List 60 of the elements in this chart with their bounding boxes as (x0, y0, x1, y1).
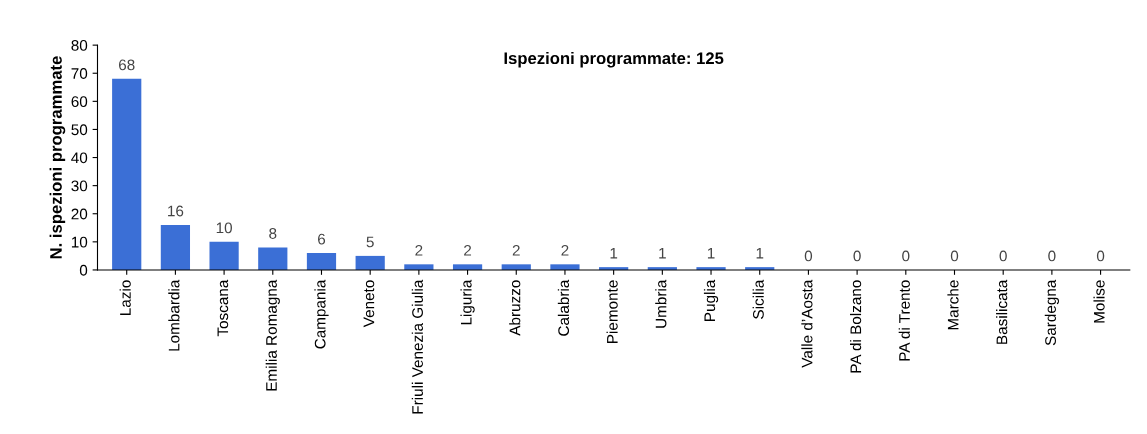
data-label: 0 (902, 250, 910, 262)
x-tick-label: Friuli Venezia Giulia (411, 279, 423, 414)
y-axis-title: N. ispezioni programmate (49, 56, 66, 259)
x-tick-label: Valle d’Aosta (801, 279, 813, 368)
data-label: 1 (707, 247, 715, 259)
x-tick-label: Campania (314, 279, 329, 349)
y-tick-label: 70 (71, 68, 88, 79)
x-tick-label: Umbria (655, 279, 667, 328)
data-label: 2 (512, 244, 520, 256)
x-tick-label: Sicilia (752, 279, 764, 319)
x-tick-label: Marche (947, 280, 959, 330)
data-label: 5 (366, 236, 374, 248)
x-tick-label: Puglia (703, 279, 719, 321)
bar (258, 247, 288, 270)
x-tick-label: PA di Trento (898, 280, 910, 361)
data-label: 8 (269, 228, 277, 239)
bar (306, 253, 337, 270)
data-label: 1 (756, 247, 764, 259)
data-label: 2 (415, 244, 423, 256)
y-tick-label: 40 (71, 152, 88, 164)
x-tick-label: Emilia Romagna (265, 279, 280, 391)
data-label: 0 (1048, 250, 1056, 262)
x-tick-label: Calabria (557, 279, 570, 336)
y-tick-label: 30 (71, 180, 88, 192)
x-tick-label: Piemonte (606, 280, 618, 343)
data-label: 0 (853, 250, 861, 262)
y-tick-label: 20 (71, 208, 88, 220)
x-tick-label: Sardegna (1044, 279, 1060, 346)
data-label: 10 (216, 222, 232, 234)
bar (550, 264, 580, 270)
y-tick-label: 0 (79, 264, 88, 276)
data-label: 0 (1096, 250, 1105, 262)
data-label: 16 (168, 205, 184, 217)
data-label: 1 (610, 247, 618, 259)
data-label: 1 (659, 247, 666, 259)
data-label: 68 (118, 59, 135, 71)
data-label: 0 (950, 250, 959, 262)
bar (355, 255, 385, 270)
bar (209, 241, 239, 270)
y-tick-label: 50 (71, 124, 88, 136)
y-tick-label: 80 (71, 40, 88, 51)
bar (112, 78, 142, 270)
data-label: 0 (804, 250, 813, 262)
data-label: 2 (561, 244, 569, 256)
data-label: 0 (999, 250, 1007, 262)
x-tick-label: PA di Bolzano (849, 280, 862, 373)
x-tick-label: Veneto (363, 280, 375, 328)
x-tick-label: Abruzzo (509, 280, 521, 336)
x-tick-label: Lazio (119, 280, 131, 315)
x-tick-label: Liguria (460, 279, 475, 325)
y-tick-label: 60 (71, 96, 88, 108)
bar (160, 224, 191, 270)
data-label: 6 (318, 233, 326, 245)
x-tick-label: Molise (1093, 280, 1105, 323)
x-tick-label: Lombardia (168, 279, 180, 351)
y-tick-label: 10 (71, 236, 88, 248)
data-label: 2 (464, 244, 472, 256)
annotation: Ispezioni programmate: 125 (504, 51, 724, 68)
x-tick-label: Basilicata (996, 279, 1008, 344)
x-tick-label: Toscana (217, 279, 229, 337)
